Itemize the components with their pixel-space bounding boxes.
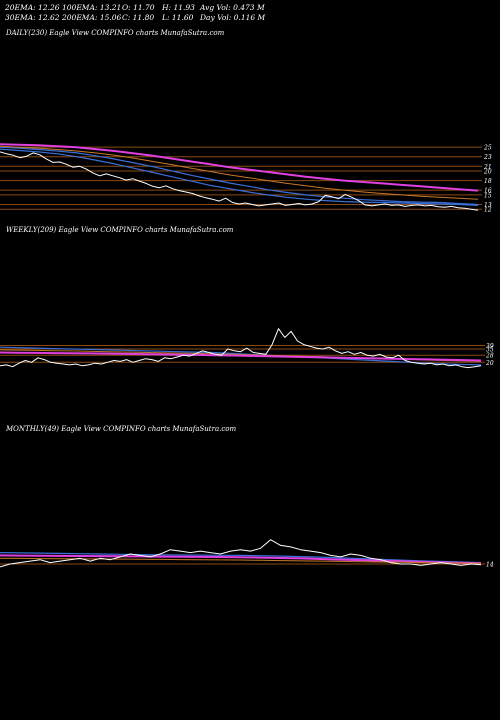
weekly-tick-label: 28 <box>485 353 494 360</box>
daily-ema-line <box>0 146 479 206</box>
daily-tick-label: 23 <box>483 154 492 161</box>
weekly-price-line <box>0 328 482 369</box>
weekly-tick-label: 39 <box>486 343 494 350</box>
weekly-ema-line <box>0 346 482 366</box>
daily-tick-label: 21 <box>483 164 492 171</box>
monthly-ema-line <box>0 554 482 565</box>
monthly-ema-line <box>0 557 482 564</box>
monthly-ema-line <box>0 552 482 564</box>
daily-tick-label: 15 <box>484 192 492 199</box>
high-label: H: 11.93 <box>162 3 195 12</box>
ema20-label: 20EMA: 12.26 <box>5 3 60 12</box>
avg-vol-label: Avg Vol: 0.473 M <box>200 3 265 12</box>
daily-tick-label: 16 <box>484 188 492 195</box>
daily-tick-label: 12 <box>484 207 492 214</box>
ema200-label: 200EMA: 15.06 <box>62 13 122 22</box>
daily-panel-title: DAILY(230) Eagle View COMPINFO charts Mu… <box>6 29 225 37</box>
weekly-ema-line <box>0 351 482 362</box>
daily-ema-line <box>0 148 479 206</box>
ema30-label: 30EMA: 12.62 <box>5 13 60 22</box>
daily-tick-label: 18 <box>484 178 492 185</box>
low-label: L: 11.60 <box>162 13 194 22</box>
daily-price-line <box>0 151 479 211</box>
daily-ema-line <box>0 143 479 192</box>
daily-tick-label: 25 <box>483 145 492 152</box>
weekly-tick-label: 35 <box>486 347 494 354</box>
monthly-price-line <box>0 539 482 568</box>
open-label: O: 11.70 <box>122 3 155 12</box>
daily-tick-label: 13 <box>484 202 492 209</box>
close-label: C: 11.80 <box>122 13 155 22</box>
weekly-panel-title: WEEKLY(209) Eagle View COMPINFO charts M… <box>6 226 234 234</box>
daily-ema-line <box>0 145 479 200</box>
monthly-tick-label: 14 <box>486 562 494 569</box>
daily-tick-label: 20 <box>483 169 492 176</box>
day-vol-label: Day Vol: 0.116 M <box>200 13 266 22</box>
ema100-label: 100EMA: 13.21 <box>62 3 122 12</box>
monthly-panel-title: MONTHLY(49) Eagle View COMPINFO charts M… <box>6 425 237 433</box>
weekly-tick-label: 20 <box>485 360 494 367</box>
